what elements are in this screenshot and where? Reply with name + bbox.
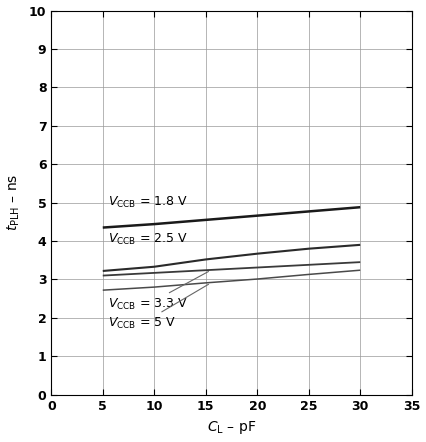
X-axis label: $C_\mathrm{L}$ – pF: $C_\mathrm{L}$ – pF: [207, 419, 256, 436]
Y-axis label: $t_\mathrm{PLH}$ – ns: $t_\mathrm{PLH}$ – ns: [6, 174, 22, 231]
Text: $V_\mathrm{CCB}$ = 2.5 V: $V_\mathrm{CCB}$ = 2.5 V: [108, 232, 188, 247]
Text: $V_\mathrm{CCB}$ = 5 V: $V_\mathrm{CCB}$ = 5 V: [108, 284, 208, 331]
Text: $V_\mathrm{CCB}$ = 1.8 V: $V_\mathrm{CCB}$ = 1.8 V: [108, 195, 187, 210]
Text: $V_\mathrm{CCB}$ = 3.3 V: $V_\mathrm{CCB}$ = 3.3 V: [108, 271, 208, 312]
